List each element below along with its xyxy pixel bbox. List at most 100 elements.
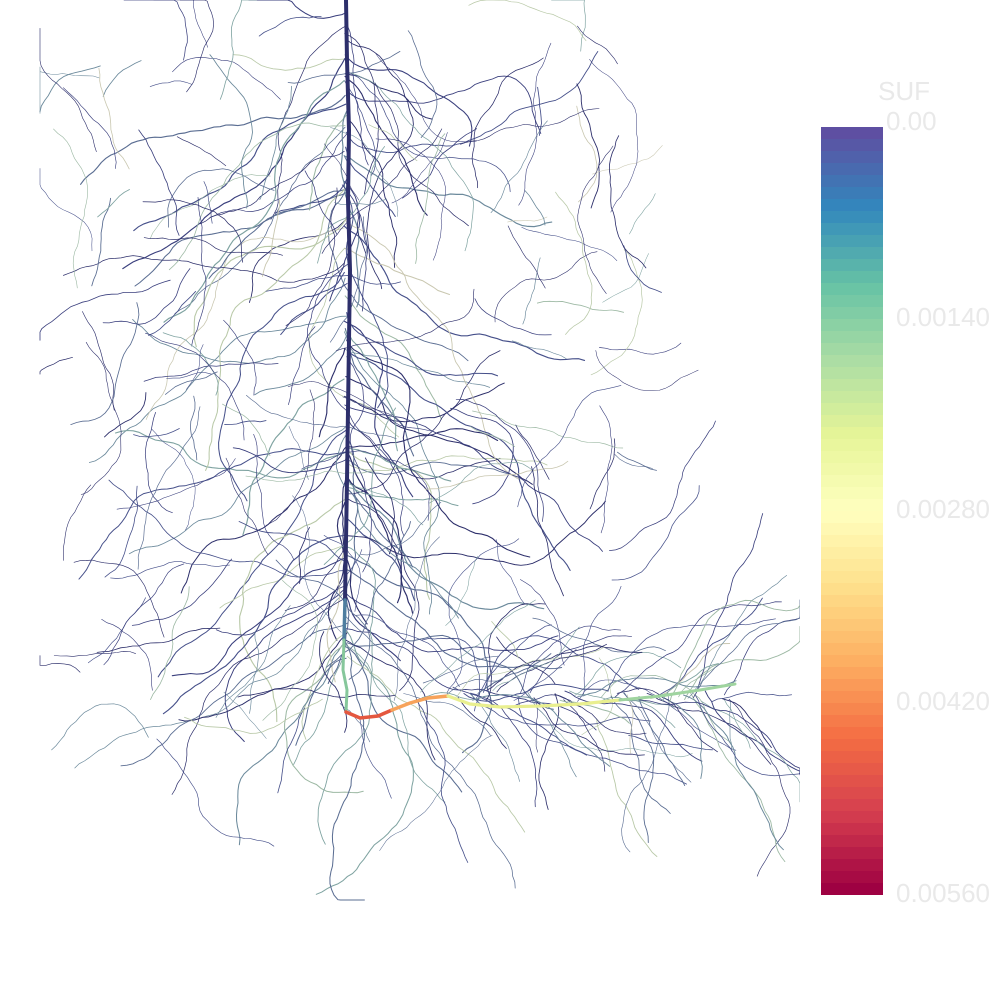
lateral-root <box>116 458 236 510</box>
lateral-root <box>518 42 552 206</box>
lateral-root <box>172 57 281 100</box>
lateral-root <box>391 132 448 204</box>
lateral-root <box>477 653 552 694</box>
lateral-root <box>208 188 347 279</box>
lateral-root <box>517 385 622 508</box>
lateral-root <box>495 539 525 605</box>
lateral-root <box>122 58 346 270</box>
lateral-root <box>344 645 463 793</box>
colorbar-tick-0: 0.00 <box>886 106 937 136</box>
lateral-root <box>275 559 371 680</box>
lateral-root <box>494 251 598 323</box>
lateral-root <box>78 448 346 580</box>
lateral-root <box>133 428 180 438</box>
lateral-root <box>82 311 115 411</box>
lateral-root <box>184 698 323 734</box>
lateral-root <box>551 0 586 52</box>
lateral-root <box>359 716 392 799</box>
lateral-root <box>471 694 611 767</box>
colorbar-tick-1: 0.00140 <box>896 302 990 332</box>
lateral-root <box>277 707 306 794</box>
lateral-root <box>319 631 348 733</box>
lateral-root <box>614 454 653 469</box>
lateral-root <box>470 692 651 727</box>
basal-root-green <box>618 682 737 702</box>
lateral-root <box>218 271 345 502</box>
lateral-root <box>96 627 221 653</box>
lateral-root <box>536 300 625 313</box>
lateral-root <box>347 71 511 193</box>
lateral-root <box>343 225 586 361</box>
lateral-root <box>608 135 647 269</box>
lateral-root <box>507 216 548 223</box>
lateral-root <box>599 405 613 534</box>
lateral-root <box>308 115 347 211</box>
lateral-root <box>265 275 401 292</box>
lateral-root <box>722 698 772 748</box>
lateral-root <box>616 688 718 753</box>
lateral-root <box>329 180 361 302</box>
lateral-root <box>39 168 93 252</box>
lateral-root <box>248 0 349 19</box>
lateral-root <box>621 691 670 853</box>
colorbar-gradient[interactable] <box>821 127 883 895</box>
lateral-root <box>355 614 460 688</box>
lateral-root <box>74 591 345 769</box>
lateral-root <box>347 418 501 480</box>
lateral-root <box>219 0 257 100</box>
lateral-root <box>531 466 564 597</box>
colorbar-tick-2: 0.00280 <box>896 494 990 524</box>
lateral-root <box>341 184 369 312</box>
lateral-root <box>577 677 737 697</box>
lateral-root <box>326 530 348 683</box>
lateral-root <box>318 347 346 438</box>
lateral-root <box>128 425 348 555</box>
lateral-root <box>664 697 703 779</box>
lateral-root <box>346 339 531 558</box>
lateral-root <box>104 392 147 438</box>
lateral-root <box>468 0 587 42</box>
lateral-root <box>215 584 348 636</box>
lateral-root <box>345 71 474 252</box>
lateral-root <box>364 457 395 555</box>
lateral-root <box>63 255 345 283</box>
lateral-root <box>62 87 117 169</box>
lateral-root <box>532 617 666 653</box>
lateral-root <box>104 485 139 578</box>
lateral-root <box>342 396 431 432</box>
lateral-root <box>73 559 165 638</box>
lateral-root <box>576 105 598 203</box>
lateral-root <box>165 371 218 395</box>
lateral-root <box>687 575 788 699</box>
lateral-root <box>215 605 291 718</box>
lateral-root <box>346 356 372 573</box>
lateral-root <box>335 432 459 619</box>
lateral-root <box>345 554 492 754</box>
lateral-root <box>538 693 560 810</box>
lateral-root <box>153 0 208 48</box>
lateral-root <box>555 191 593 335</box>
lateral-root <box>684 626 800 700</box>
lateral-root <box>114 429 345 479</box>
lateral-root <box>120 622 349 767</box>
lateral-root <box>347 482 424 526</box>
lateral-root <box>577 25 618 65</box>
lateral-root <box>552 725 693 758</box>
lateral-root <box>344 295 442 420</box>
root-system-render[interactable] <box>0 0 800 1000</box>
lateral-root <box>219 545 347 609</box>
lateral-root <box>690 692 786 863</box>
lateral-root <box>144 412 173 514</box>
lateral-root <box>368 124 418 162</box>
lateral-root <box>347 25 369 166</box>
lateral-root <box>445 555 478 626</box>
lateral-root <box>460 108 600 145</box>
lateral-root <box>457 697 507 749</box>
lateral-root <box>285 187 338 327</box>
lateral-root <box>191 197 207 347</box>
lateral-root <box>490 120 548 213</box>
lateral-root <box>91 197 112 287</box>
lateral-root <box>626 694 634 754</box>
lateral-root <box>343 247 451 296</box>
